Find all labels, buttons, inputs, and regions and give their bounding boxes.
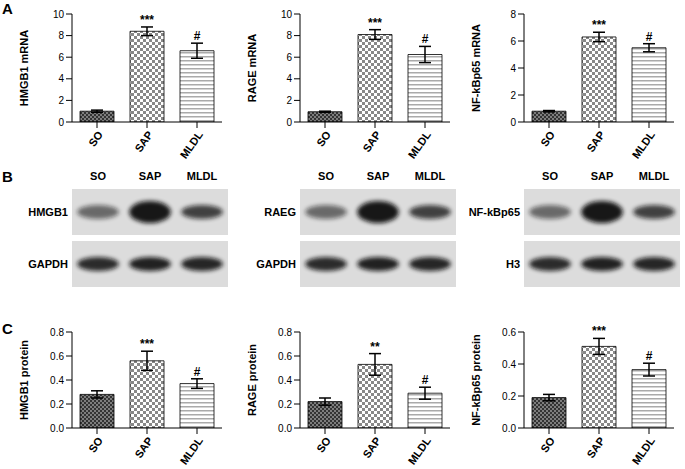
svg-text:**: ** bbox=[370, 340, 380, 354]
svg-text:0: 0 bbox=[58, 117, 64, 128]
svg-text:MLDL: MLDL bbox=[406, 129, 434, 161]
svg-text:SAP: SAP bbox=[132, 129, 155, 154]
svg-text:#: # bbox=[194, 29, 201, 43]
svg-text:0.8: 0.8 bbox=[278, 327, 292, 338]
svg-text:RAGE protein: RAGE protein bbox=[246, 344, 258, 416]
svg-text:#: # bbox=[422, 373, 429, 387]
svg-text:***: *** bbox=[592, 18, 606, 32]
svg-text:#: # bbox=[422, 32, 429, 46]
svg-text:0.8: 0.8 bbox=[50, 327, 64, 338]
svg-text:MLDL: MLDL bbox=[630, 435, 658, 467]
svg-text:#: # bbox=[646, 30, 653, 44]
svg-text:SO: SO bbox=[90, 170, 106, 182]
svg-text:8: 8 bbox=[286, 30, 292, 41]
svg-text:6: 6 bbox=[286, 52, 292, 63]
svg-text:MLDL: MLDL bbox=[415, 170, 446, 182]
svg-text:***: *** bbox=[140, 337, 154, 351]
svg-text:MLDL: MLDL bbox=[630, 129, 658, 161]
svg-text:***: *** bbox=[368, 16, 382, 30]
svg-text:SAP: SAP bbox=[584, 129, 607, 154]
svg-text:8: 8 bbox=[510, 9, 516, 20]
svg-text:6: 6 bbox=[510, 36, 516, 47]
svg-text:#: # bbox=[646, 349, 653, 363]
svg-text:MLDL: MLDL bbox=[406, 435, 434, 467]
svg-text:MLDL: MLDL bbox=[178, 435, 206, 467]
svg-text:10: 10 bbox=[53, 9, 65, 20]
svg-text:2: 2 bbox=[286, 95, 292, 106]
svg-text:SO: SO bbox=[314, 128, 333, 148]
svg-text:6: 6 bbox=[58, 52, 64, 63]
svg-text:0: 0 bbox=[286, 117, 292, 128]
svg-text:GAPDH: GAPDH bbox=[256, 258, 296, 270]
svg-text:HMGB1 mRNA: HMGB1 mRNA bbox=[18, 30, 30, 106]
svg-text:SAP: SAP bbox=[139, 170, 162, 182]
svg-text:NF-kBp65 mRNA: NF-kBp65 mRNA bbox=[470, 24, 482, 112]
svg-text:0: 0 bbox=[510, 117, 516, 128]
svg-text:0.0: 0.0 bbox=[502, 423, 516, 434]
svg-text:MLDL: MLDL bbox=[178, 129, 206, 161]
svg-text:SO: SO bbox=[538, 434, 557, 454]
svg-text:8: 8 bbox=[58, 30, 64, 41]
svg-text:GAPDH: GAPDH bbox=[28, 258, 68, 270]
svg-text:SAP: SAP bbox=[360, 435, 383, 460]
svg-text:0.6: 0.6 bbox=[50, 351, 64, 362]
svg-text:0.4: 0.4 bbox=[278, 375, 292, 386]
svg-text:H3: H3 bbox=[506, 258, 520, 270]
svg-text:HMGB1 protein: HMGB1 protein bbox=[18, 340, 30, 420]
svg-text:MLDL: MLDL bbox=[639, 170, 670, 182]
svg-text:SAP: SAP bbox=[367, 170, 390, 182]
svg-text:RAEG: RAEG bbox=[264, 206, 296, 218]
svg-text:***: *** bbox=[592, 324, 606, 338]
svg-text:SO: SO bbox=[538, 128, 557, 148]
svg-text:10: 10 bbox=[281, 9, 293, 20]
svg-text:SAP: SAP bbox=[584, 435, 607, 460]
svg-text:2: 2 bbox=[510, 90, 516, 101]
svg-text:SO: SO bbox=[86, 128, 105, 148]
svg-text:SO: SO bbox=[318, 170, 334, 182]
svg-text:SO: SO bbox=[314, 434, 333, 454]
svg-text:4: 4 bbox=[510, 63, 516, 74]
svg-text:0.2: 0.2 bbox=[278, 399, 292, 410]
svg-text:SO: SO bbox=[86, 434, 105, 454]
svg-text:NF-kBp65: NF-kBp65 bbox=[469, 206, 520, 218]
html-text:A: A bbox=[2, 0, 13, 17]
svg-text:SAP: SAP bbox=[591, 170, 614, 182]
svg-text:NF-kBp65 protein: NF-kBp65 protein bbox=[470, 334, 482, 426]
svg-text:4: 4 bbox=[286, 73, 292, 84]
svg-text:SAP: SAP bbox=[132, 435, 155, 460]
svg-text:MLDL: MLDL bbox=[187, 170, 218, 182]
svg-text:SAP: SAP bbox=[360, 129, 383, 154]
html-text:B: B bbox=[2, 168, 13, 185]
svg-text:0.4: 0.4 bbox=[50, 375, 64, 386]
svg-text:0.4: 0.4 bbox=[502, 359, 516, 370]
svg-text:#: # bbox=[194, 365, 201, 379]
svg-text:RAGE mRNA: RAGE mRNA bbox=[246, 34, 258, 103]
html-text:C: C bbox=[2, 320, 13, 337]
svg-text:SO: SO bbox=[542, 170, 558, 182]
svg-text:0.0: 0.0 bbox=[50, 423, 64, 434]
svg-text:0.6: 0.6 bbox=[502, 327, 516, 338]
svg-text:0.2: 0.2 bbox=[50, 399, 64, 410]
svg-text:***: *** bbox=[140, 13, 154, 27]
svg-text:2: 2 bbox=[58, 95, 64, 106]
svg-text:0.6: 0.6 bbox=[278, 351, 292, 362]
svg-text:HMGB1: HMGB1 bbox=[28, 206, 68, 218]
svg-text:0.2: 0.2 bbox=[502, 391, 516, 402]
svg-text:0.0: 0.0 bbox=[278, 423, 292, 434]
svg-text:4: 4 bbox=[58, 73, 64, 84]
